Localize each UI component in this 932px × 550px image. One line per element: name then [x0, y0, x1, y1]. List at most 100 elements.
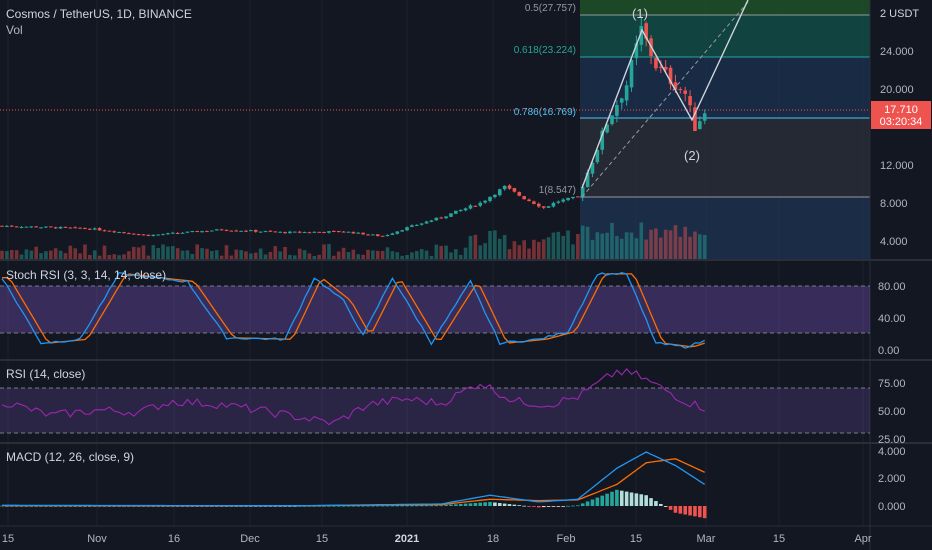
candle-body [239, 230, 243, 232]
candle-body [698, 121, 702, 129]
macd-histogram-bar [434, 505, 439, 507]
volume-bar [654, 228, 658, 260]
candle-body [322, 232, 326, 234]
macd-histogram-bar [385, 505, 390, 507]
wave-label-2: (2) [684, 148, 700, 163]
macd-histogram-bar [419, 505, 424, 507]
macd-histogram-bar [634, 493, 639, 506]
candle-body [317, 231, 321, 233]
volume-bar [239, 250, 243, 260]
volume-bar [356, 254, 361, 260]
rsi-axis[interactable]: 75.00 50.00 25.00 [878, 378, 906, 446]
macd-pane: MACD (12, 26, close, 9) [0, 450, 707, 519]
volume-bar [268, 251, 273, 260]
rsi-line [1, 368, 705, 426]
macd-histogram-bar [273, 505, 278, 507]
candle-body [302, 232, 307, 234]
candle-body [58, 226, 63, 229]
volume-bar [629, 232, 634, 260]
volume-bar [19, 254, 24, 260]
wave-label-1: (1) [632, 6, 648, 21]
macd-histogram-bar [527, 506, 531, 507]
macd-histogram-bar [449, 504, 453, 506]
candle-body [361, 232, 365, 235]
macd-axis[interactable]: 4.000 2.000 0.000 [878, 446, 906, 513]
stoch-tick: 0.00 [878, 345, 899, 357]
candle-body [195, 231, 199, 233]
macd-histogram-bar [497, 503, 502, 506]
macd-histogram-bar [268, 505, 273, 507]
volume-bar [541, 239, 546, 260]
volume-bar [127, 251, 131, 260]
time-axis[interactable]: 15 Nov 16 Dec 15 2021 18 Feb 15 Mar 15 A… [2, 533, 872, 545]
volume-bar [659, 237, 663, 260]
volume-bars [0, 222, 707, 260]
volume-bar [380, 250, 385, 260]
candle-body [63, 226, 68, 228]
candle-body [229, 230, 234, 232]
volume-bar [566, 230, 570, 260]
symbol-title: Cosmos / TetherUS, 1D, BINANCE [6, 7, 192, 21]
candle-body [19, 227, 24, 229]
volume-bar [161, 244, 165, 260]
candle-body [468, 205, 473, 209]
volume-bar [449, 252, 453, 260]
candle-body [185, 231, 190, 233]
volume-bar [190, 253, 195, 260]
macd-histogram-bar [649, 498, 653, 506]
macd-histogram-bar [302, 505, 307, 507]
macd-histogram-bar [493, 502, 497, 506]
candle-body [131, 233, 136, 235]
macd-histogram-bar [288, 505, 292, 507]
candle-body [546, 206, 551, 208]
volume-bar [200, 248, 204, 260]
volume-bar [385, 247, 390, 260]
time-tick: 15 [773, 533, 785, 545]
fib-label-0.786: 0.786(16.769) [514, 107, 576, 118]
volume-bar [605, 232, 609, 260]
macd-histogram-bar [537, 506, 541, 508]
volume-bar [92, 250, 97, 260]
fib-band-1 [580, 197, 870, 260]
candle-body [327, 231, 331, 233]
volume-bar [473, 234, 478, 260]
stoch-rsi-title: Stoch RSI (3, 3, 14, 14, close) [6, 268, 166, 282]
volume-bar [497, 238, 502, 260]
volume-bar [556, 231, 561, 260]
macd-histogram-bar [346, 505, 351, 507]
candle-body [615, 105, 619, 116]
candle-body [390, 233, 395, 235]
volume-bar [673, 225, 678, 260]
macd-histogram-bar [244, 505, 248, 507]
elliott-wave-path[interactable] [581, 0, 749, 189]
macd-histogram-bar [644, 495, 648, 506]
volume-bar [322, 244, 326, 260]
volume-bar [458, 254, 463, 260]
candle-body [53, 227, 58, 229]
volume-bar [444, 245, 448, 260]
macd-histogram-bar [424, 505, 429, 507]
volume-bar [454, 249, 458, 260]
candle-body [561, 199, 565, 202]
time-tick: 15 [2, 533, 14, 545]
price-axis[interactable]: 2 USDT 24.000 20.000 12.000 8.000 4.000 … [871, 8, 931, 248]
candle-body [214, 229, 219, 231]
candle-body [336, 231, 341, 233]
volume-bar [293, 255, 297, 260]
volume-bar [346, 252, 351, 260]
candle-body [449, 213, 453, 217]
macd-histogram-bar [624, 491, 629, 506]
volume-bar [229, 255, 234, 260]
candle-body [78, 227, 82, 229]
candle-body [161, 234, 165, 236]
time-tick: Dec [240, 533, 260, 545]
current-price-badge [871, 101, 931, 129]
trend-dashed-line[interactable] [581, 1, 749, 198]
bar-countdown: 03:20:34 [880, 116, 923, 128]
volume-bar [678, 236, 683, 260]
price-tick: 8.000 [880, 198, 908, 210]
macd-histogram-bar [668, 506, 673, 510]
volume-bar [63, 253, 68, 260]
stoch-axis[interactable]: 80.00 40.00 0.00 [878, 281, 906, 357]
volume-bar [371, 250, 375, 260]
